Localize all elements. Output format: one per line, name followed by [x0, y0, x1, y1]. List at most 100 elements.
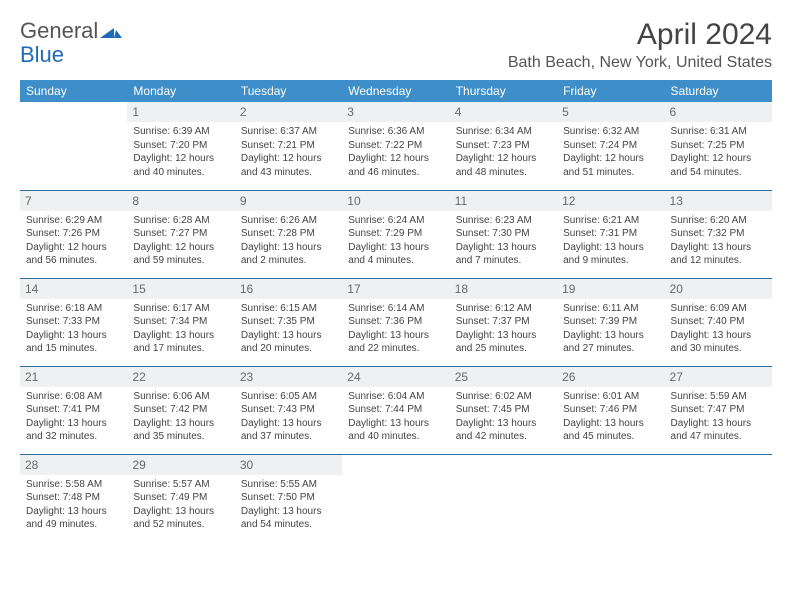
title-block: April 2024 Bath Beach, New York, United …	[508, 18, 772, 72]
day-d1: Daylight: 13 hours	[456, 329, 551, 343]
day-sunrise: Sunrise: 6:34 AM	[456, 125, 551, 139]
day-number: 29	[127, 455, 234, 475]
calendar-cell: 28Sunrise: 5:58 AMSunset: 7:48 PMDayligh…	[20, 454, 127, 542]
day-sunrise: Sunrise: 6:24 AM	[348, 214, 443, 228]
calendar-cell: 5Sunrise: 6:32 AMSunset: 7:24 PMDaylight…	[557, 102, 664, 190]
weekday-header: Tuesday	[235, 80, 342, 102]
calendar-cell: 3Sunrise: 6:36 AMSunset: 7:22 PMDaylight…	[342, 102, 449, 190]
day-sunset: Sunset: 7:25 PM	[671, 139, 766, 153]
calendar-cell: 1 Sunrise: 6:39 AMSunset: 7:20 PMDaylight…	[127, 102, 234, 190]
day-d2: and 54 minutes.	[671, 166, 766, 180]
day-sunset: Sunset: 7:27 PM	[133, 227, 228, 241]
calendar-cell: 11Sunrise: 6:23 AMSunset: 7:30 PMDayligh…	[450, 190, 557, 278]
day-d1: Daylight: 13 hours	[26, 417, 121, 431]
day-d2: and 43 minutes.	[241, 166, 336, 180]
calendar-cell: 22Sunrise: 6:06 AMSunset: 7:42 PMDayligh…	[127, 366, 234, 454]
day-d2: and 45 minutes.	[563, 430, 658, 444]
day-details: Sunrise: 6:20 AMSunset: 7:32 PMDaylight:…	[671, 214, 766, 268]
calendar-cell: 13Sunrise: 6:20 AMSunset: 7:32 PMDayligh…	[665, 190, 772, 278]
day-number: 15	[127, 279, 234, 299]
day-number: 23	[235, 367, 342, 387]
logo-blue-row: Blue	[20, 42, 64, 68]
day-d2: and 15 minutes.	[26, 342, 121, 356]
day-sunset: Sunset: 7:32 PM	[671, 227, 766, 241]
day-sunset: Sunset: 7:24 PM	[563, 139, 658, 153]
weekday-header: Thursday	[450, 80, 557, 102]
day-details: Sunrise: 5:59 AMSunset: 7:47 PMDaylight:…	[671, 390, 766, 444]
day-sunrise: Sunrise: 6:37 AM	[241, 125, 336, 139]
calendar-cell: 10Sunrise: 6:24 AMSunset: 7:29 PMDayligh…	[342, 190, 449, 278]
day-details: Sunrise: 6:12 AMSunset: 7:37 PMDaylight:…	[456, 302, 551, 356]
day-sunrise: Sunrise: 6:26 AM	[241, 214, 336, 228]
day-d2: and 46 minutes.	[348, 166, 443, 180]
day-sunset: Sunset: 7:37 PM	[456, 315, 551, 329]
day-sunrise: Sunrise: 6:17 AM	[133, 302, 228, 316]
calendar-cell: 29Sunrise: 5:57 AMSunset: 7:49 PMDayligh…	[127, 454, 234, 542]
day-d2: and 59 minutes.	[133, 254, 228, 268]
calendar-cell: 12Sunrise: 6:21 AMSunset: 7:31 PMDayligh…	[557, 190, 664, 278]
day-d1: Daylight: 12 hours	[133, 152, 228, 166]
calendar-cell: 30Sunrise: 5:55 AMSunset: 7:50 PMDayligh…	[235, 454, 342, 542]
day-sunrise: Sunrise: 6:28 AM	[133, 214, 228, 228]
day-d1: Daylight: 12 hours	[133, 241, 228, 255]
day-d2: and 30 minutes.	[671, 342, 766, 356]
day-number: 1	[127, 102, 234, 122]
day-sunset: Sunset: 7:50 PM	[241, 491, 336, 505]
day-d2: and 40 minutes.	[133, 166, 228, 180]
calendar-cell: 23Sunrise: 6:05 AMSunset: 7:43 PMDayligh…	[235, 366, 342, 454]
day-d2: and 40 minutes.	[348, 430, 443, 444]
day-d1: Daylight: 13 hours	[563, 241, 658, 255]
calendar-cell	[20, 102, 127, 190]
day-d1: Daylight: 13 hours	[671, 417, 766, 431]
day-sunrise: Sunrise: 6:20 AM	[671, 214, 766, 228]
day-details: Sunrise: 6:39 AMSunset: 7:20 PMDaylight:…	[133, 125, 228, 179]
day-d2: and 47 minutes.	[671, 430, 766, 444]
day-details: Sunrise: 6:09 AMSunset: 7:40 PMDaylight:…	[671, 302, 766, 356]
day-d2: and 9 minutes.	[563, 254, 658, 268]
day-details: Sunrise: 6:01 AMSunset: 7:46 PMDaylight:…	[563, 390, 658, 444]
day-number: 8	[127, 191, 234, 211]
day-d1: Daylight: 13 hours	[348, 329, 443, 343]
calendar-cell: 15 Sunrise: 6:17 AMSunset: 7:34 PMDayligh…	[127, 278, 234, 366]
weekday-header: Sunday	[20, 80, 127, 102]
day-details: Sunrise: 6:11 AMSunset: 7:39 PMDaylight:…	[563, 302, 658, 356]
day-number: 16	[235, 279, 342, 299]
day-number: 18	[450, 279, 557, 299]
day-number: 4	[450, 102, 557, 122]
day-d1: Daylight: 13 hours	[671, 329, 766, 343]
day-sunset: Sunset: 7:44 PM	[348, 403, 443, 417]
day-details: Sunrise: 6:36 AMSunset: 7:22 PMDaylight:…	[348, 125, 443, 179]
calendar-cell: 8 Sunrise: 6:28 AMSunset: 7:27 PMDaylight…	[127, 190, 234, 278]
day-details: Sunrise: 6:17 AMSunset: 7:34 PMDaylight:…	[133, 302, 228, 356]
day-sunset: Sunset: 7:20 PM	[133, 139, 228, 153]
day-sunset: Sunset: 7:36 PM	[348, 315, 443, 329]
day-d1: Daylight: 13 hours	[241, 241, 336, 255]
day-number: 2	[235, 102, 342, 122]
calendar-week-row: 28Sunrise: 5:58 AMSunset: 7:48 PMDayligh…	[20, 454, 772, 542]
weekday-header: Friday	[557, 80, 664, 102]
day-d1: Daylight: 13 hours	[241, 505, 336, 519]
day-sunset: Sunset: 7:22 PM	[348, 139, 443, 153]
day-sunset: Sunset: 7:47 PM	[671, 403, 766, 417]
day-number: 7	[20, 191, 127, 211]
day-sunrise: Sunrise: 6:32 AM	[563, 125, 658, 139]
day-number: 24	[342, 367, 449, 387]
day-sunrise: Sunrise: 6:02 AM	[456, 390, 551, 404]
calendar-cell: 9Sunrise: 6:26 AMSunset: 7:28 PMDaylight…	[235, 190, 342, 278]
day-sunrise: Sunrise: 6:09 AM	[671, 302, 766, 316]
page-title: April 2024	[508, 18, 772, 52]
day-sunrise: Sunrise: 6:23 AM	[456, 214, 551, 228]
location-text: Bath Beach, New York, United States	[508, 54, 772, 72]
day-details: Sunrise: 6:23 AMSunset: 7:30 PMDaylight:…	[456, 214, 551, 268]
day-number: 25	[450, 367, 557, 387]
day-sunrise: Sunrise: 5:58 AM	[26, 478, 121, 492]
day-d2: and 49 minutes.	[26, 518, 121, 532]
day-d2: and 42 minutes.	[456, 430, 551, 444]
day-d1: Daylight: 13 hours	[133, 329, 228, 343]
weekday-header: Wednesday	[342, 80, 449, 102]
day-sunrise: Sunrise: 6:39 AM	[133, 125, 228, 139]
day-sunset: Sunset: 7:28 PM	[241, 227, 336, 241]
day-number: 28	[20, 455, 127, 475]
weekday-header: Monday	[127, 80, 234, 102]
calendar-cell: 7Sunrise: 6:29 AMSunset: 7:26 PMDaylight…	[20, 190, 127, 278]
